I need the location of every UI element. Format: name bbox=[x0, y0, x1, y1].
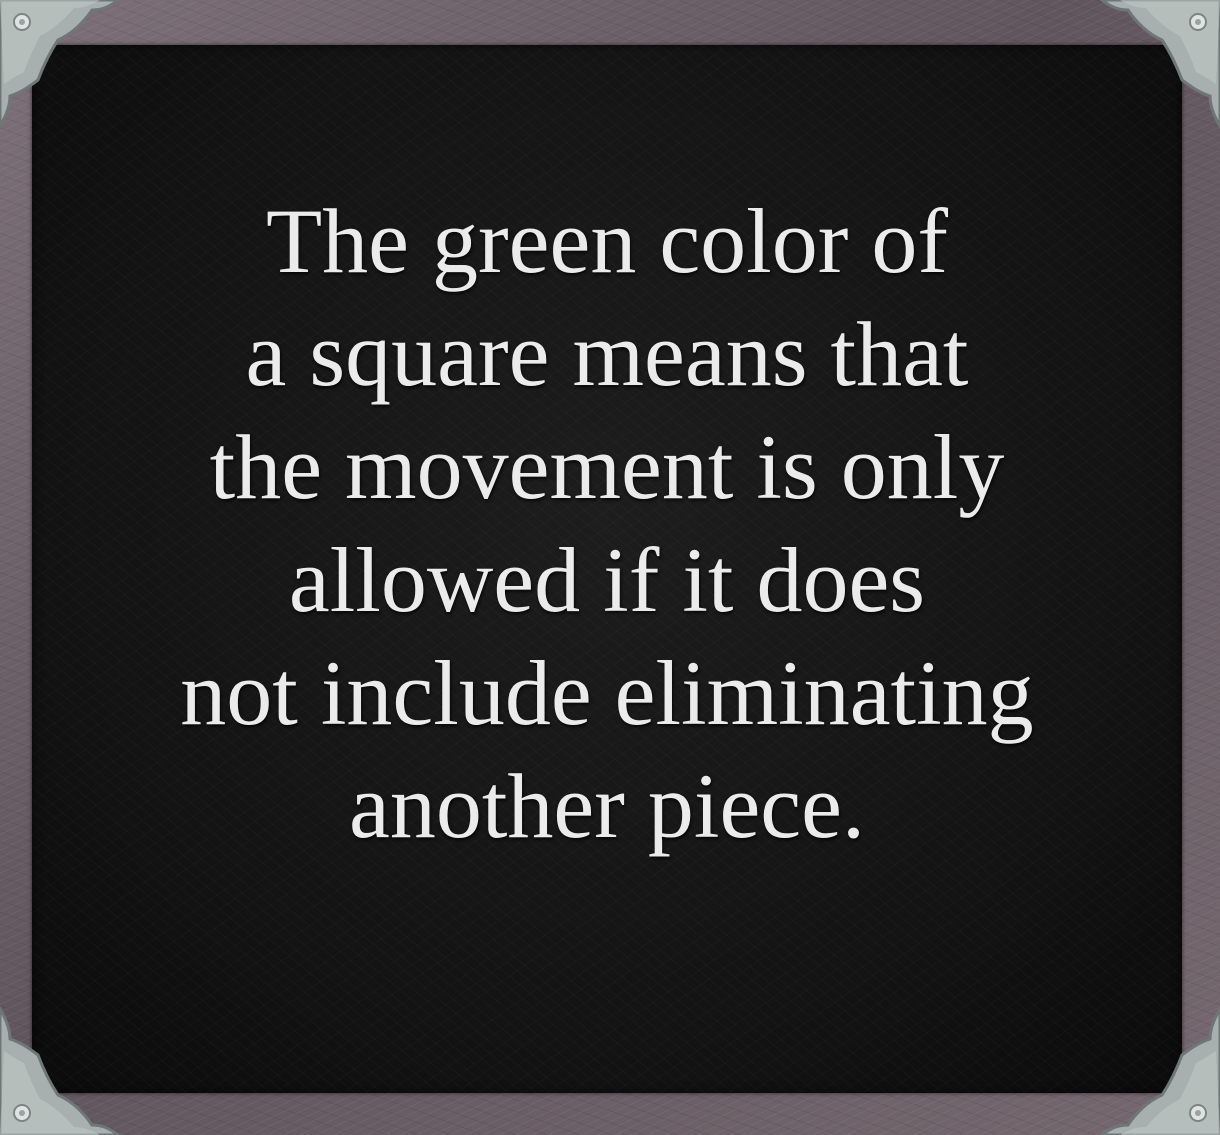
leather-panel: The green color of a square means that t… bbox=[32, 45, 1182, 1093]
metal-corner-bracket-icon bbox=[0, 0, 121, 129]
metal-corner-bracket-icon bbox=[1097, 1003, 1220, 1135]
metal-corner-bracket-icon bbox=[0, 1003, 123, 1135]
rule-message: The green color of a square means that t… bbox=[92, 185, 1122, 863]
message-line: the movement is only bbox=[209, 416, 1005, 518]
message-line: another piece. bbox=[349, 755, 865, 857]
message-line: allowed if it does bbox=[288, 529, 926, 631]
metal-corner-bracket-icon bbox=[1097, 0, 1220, 132]
message-line: not include eliminating bbox=[180, 642, 1034, 744]
message-line: The green color of bbox=[265, 190, 948, 292]
message-line: a square means that bbox=[245, 303, 969, 405]
